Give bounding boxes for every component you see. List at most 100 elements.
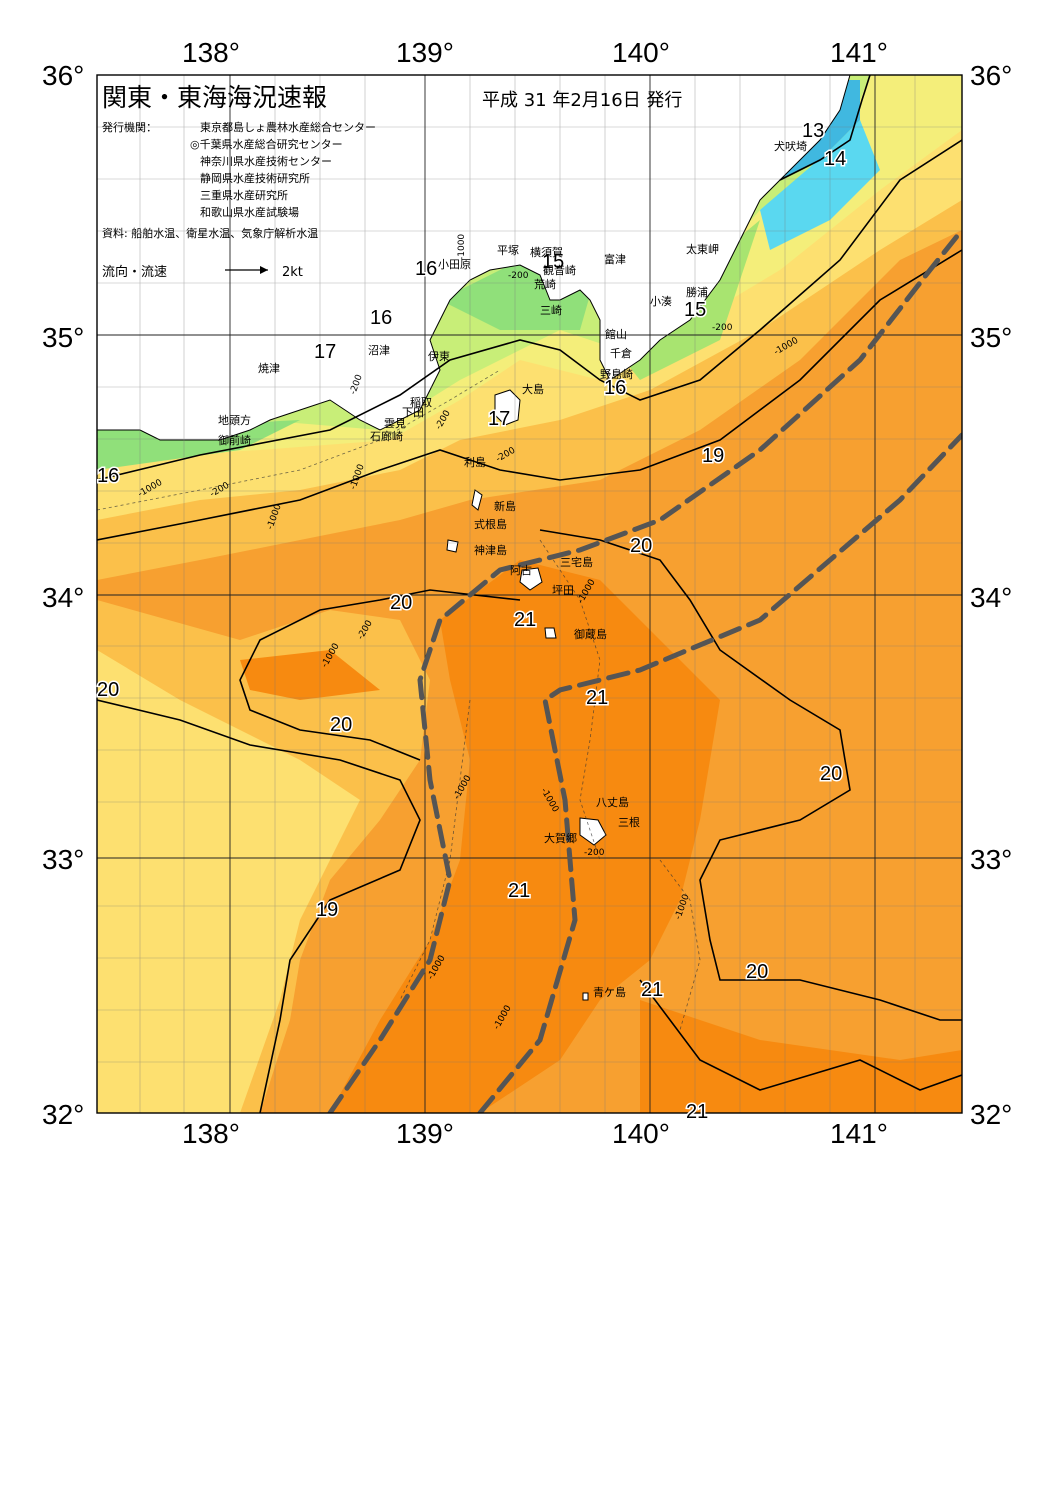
place-hachijojima: 八丈島 <box>596 795 629 809</box>
place-shikinejima: 式根島 <box>474 517 507 531</box>
isotherm-20-east <box>539 529 962 1021</box>
temp-label: 17 <box>488 408 510 430</box>
place-odawara: 小田原 <box>438 258 471 271</box>
depth-contour-ridge <box>539 539 601 861</box>
place-kominato: 小湊 <box>650 294 672 308</box>
issuer-wakayama: 和歌山県水産試験場 <box>200 205 299 219</box>
legend-arrow <box>225 266 268 274</box>
oshima-island <box>494 389 521 426</box>
lon-label-141-bottom: 141° <box>830 1118 888 1149</box>
place-aogashima: 青ケ島 <box>593 985 626 999</box>
depth-label: -1000 <box>457 234 467 260</box>
place-okago: 大賀郷 <box>544 831 577 845</box>
place-names: 犬吠埼 太東岬 勝浦 小湊 平塚 横須賀 観音崎 富津 小田原 荒崎 三崎 館山… <box>218 139 807 999</box>
temp-label: 17 <box>314 341 336 363</box>
place-misaki: 三崎 <box>540 303 562 317</box>
depth-label: -200 <box>712 323 733 333</box>
kuroshio-axis <box>327 227 962 1113</box>
place-tsubota: 坪田 <box>552 584 574 597</box>
isotherm-18 <box>97 249 962 541</box>
lat-label-33: 33° <box>42 844 84 875</box>
place-yaizu: 焼津 <box>258 362 280 375</box>
temperature-labels: 13 14 15 16 16 16 16 17 17 19 19 20 20 2… <box>96 119 848 1125</box>
lat-label-36: 36° <box>42 60 84 91</box>
lat-label-34-right: 34° <box>970 582 1012 613</box>
temp-label: 14 <box>824 148 846 170</box>
temp-label: 15 <box>542 251 564 273</box>
place-toshima: 利島 <box>464 455 486 469</box>
temp-label: 21 <box>641 979 663 1001</box>
isotherm-21-southeast <box>639 979 962 1091</box>
legend-scale: 2kt <box>282 265 303 280</box>
lat-label-32-right: 32° <box>970 1099 1012 1130</box>
kuroshio-northern-branch <box>327 227 962 1113</box>
lon-label-138-bottom: 138° <box>182 1118 240 1149</box>
ocean-18-19-zone <box>97 650 360 1113</box>
temp-label: 19 <box>316 899 338 921</box>
temp-label: 21 <box>586 687 608 709</box>
lat-label-34: 34° <box>42 582 84 613</box>
ocean-21-zone-southeast <box>640 1000 962 1113</box>
isotherm-14 <box>779 75 871 181</box>
lat-label-35: 35° <box>42 322 84 353</box>
isotherm-17 <box>97 139 962 481</box>
place-niijima: 新島 <box>494 499 516 513</box>
place-ako: 阿古 <box>510 564 532 577</box>
cold-water-14 <box>760 120 880 250</box>
issuer-mie: 三重県水産研究所 <box>200 188 288 202</box>
place-numazu: 沼津 <box>368 343 390 357</box>
place-shimoda: 下田 <box>402 406 424 419</box>
place-kannonzaki: 観音崎 <box>543 263 576 277</box>
major-grid <box>97 75 962 1113</box>
issuer-kanagawa: 神奈川県水産技術センター <box>200 154 332 168</box>
map-frame <box>96 74 963 1114</box>
depth-label: -200 <box>508 271 529 281</box>
place-inubosaki: 犬吠埼 <box>774 139 807 153</box>
temp-label: 20 <box>390 592 412 614</box>
place-oshima: 大島 <box>522 382 544 396</box>
lon-label-140-bottom: 140° <box>612 1118 670 1149</box>
lon-label-140: 140° <box>612 37 670 68</box>
temp-label: 19 <box>702 445 724 467</box>
place-futtsu: 富津 <box>604 252 626 266</box>
issuer-list: 東京都島しょ農林水産総合センター ◎千葉県水産総合研究センター 神奈川県水産技術… <box>190 120 376 219</box>
kuroshio-southern-branch <box>477 432 962 1113</box>
lon-label-138: 138° <box>182 37 240 68</box>
land <box>96 74 851 1001</box>
grid <box>97 75 962 1113</box>
temp-label: 20 <box>330 714 352 736</box>
temp-label: 16 <box>370 307 392 329</box>
isotherm-20-west <box>239 589 521 761</box>
place-yokosuka: 横須賀 <box>530 245 563 259</box>
temp-label: 13 <box>802 120 824 142</box>
temp-label: 16 <box>604 377 626 399</box>
map-title: 関東・東海海況速報 <box>102 83 327 112</box>
temp-label: 21 <box>514 609 536 631</box>
isotherms <box>97 75 962 1113</box>
miyakejima-island <box>519 567 543 591</box>
lat-label-35-right: 35° <box>970 322 1012 353</box>
lon-label-141: 141° <box>830 37 888 68</box>
hachijojima-island <box>579 817 607 846</box>
place-mitsune: 三根 <box>618 815 640 829</box>
latitude-labels-right: 36° 35° 34° 33° 32° <box>970 60 1012 1130</box>
place-inatori: 稲取 <box>410 396 432 409</box>
kozushima-island <box>446 539 459 553</box>
issue-date: 平成 31 年2月16日 発行 <box>482 90 682 111</box>
temp-label: 16 <box>97 465 119 487</box>
place-chikura: 千倉 <box>610 346 632 360</box>
temp-label: 21 <box>686 1101 708 1123</box>
issuer-shizuoka: 静岡県水産技術研究所 <box>200 171 310 185</box>
place-nojimazaki: 野島崎 <box>600 367 633 381</box>
place-kumomi: 雲見 <box>384 417 406 430</box>
temp-label: 20 <box>630 535 652 557</box>
place-taitomisaki: 太東岬 <box>686 243 719 256</box>
temp-label: 20 <box>820 763 842 785</box>
place-hiratsuka: 平塚 <box>497 244 519 257</box>
depth-contours <box>97 369 701 1031</box>
place-ito: 伊東 <box>428 350 450 363</box>
lat-label-36-right: 36° <box>970 60 1012 91</box>
latitude-labels-left: 36° 35° 34° 33° 32° <box>42 60 84 1130</box>
legend-label: 流向・流速 <box>102 264 167 280</box>
